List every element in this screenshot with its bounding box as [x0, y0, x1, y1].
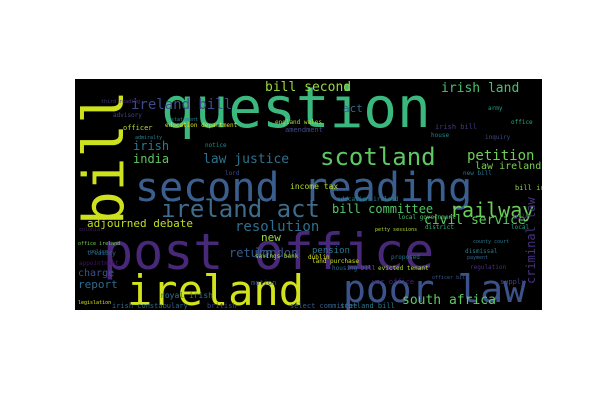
- word-ireland-act: ireland act: [161, 195, 320, 223]
- word-district: district: [425, 224, 454, 231]
- word-bill: bill: [75, 90, 137, 225]
- word-proposed: proposed: [391, 254, 420, 261]
- word-railway: railway: [450, 198, 534, 222]
- word-admiralty: admiralty: [135, 135, 162, 141]
- word-new-bill: new bill: [463, 170, 492, 177]
- word-bill-second: bill second: [265, 80, 351, 95]
- word-regulation: regulation: [470, 264, 507, 271]
- word-education-department: education department: [165, 122, 238, 129]
- word-housing-bill: housing bill: [332, 265, 376, 272]
- word-question: question: [161, 79, 431, 141]
- word-local-government: local government: [398, 214, 456, 221]
- word-pension: pension: [312, 246, 350, 256]
- word-british: british: [207, 302, 237, 310]
- word-royal-irish: royal irish: [160, 291, 213, 300]
- word-second-reading: second reading: [135, 165, 472, 211]
- word-scotland: scotland: [320, 143, 436, 171]
- word-new: new: [261, 231, 281, 244]
- word-amendment: amendment: [285, 126, 323, 134]
- word-income-tax: income tax: [290, 182, 338, 191]
- word-supply: supply: [500, 278, 525, 286]
- word-land-purchase: land purchase: [312, 258, 359, 265]
- word-irish-constabulary: irish constabulary: [112, 302, 188, 310]
- word-irish-land: irish land: [441, 81, 519, 96]
- word-scotland-bill: scotland bill: [340, 302, 395, 310]
- word-statement: statement: [171, 117, 198, 123]
- word-act: act: [343, 102, 363, 115]
- word-office: office: [511, 119, 533, 126]
- word-local: local: [511, 224, 529, 231]
- word-officer: officer: [123, 124, 153, 132]
- word-colonial: colonial: [79, 227, 103, 233]
- word-report: report: [78, 278, 118, 291]
- word-charge: charge: [78, 268, 114, 279]
- word-ireland-bill: ireland bill: [131, 97, 232, 113]
- word-india: india: [133, 152, 169, 166]
- word-bill: bill: [513, 213, 530, 221]
- word-irish-bill: irish bill: [435, 123, 477, 131]
- word-law-justice: law justice: [203, 152, 289, 167]
- word-return: return: [229, 246, 272, 260]
- word-criminal-law: criminal law: [524, 197, 538, 284]
- word-inquiry: inquiry: [485, 134, 511, 141]
- word-law-ireland: law ireland: [475, 161, 541, 172]
- word-advisory: advisory: [113, 112, 142, 119]
- word-treasury: treasury: [87, 250, 116, 257]
- word-appointment: appointment: [79, 260, 119, 267]
- word-legislation: legislation: [78, 300, 111, 306]
- word-savings-bank: savings bank: [255, 253, 299, 260]
- word-adjourned-debate: adjourned debate: [87, 217, 193, 230]
- word-third-reading: third reading: [101, 99, 140, 105]
- word-cloud-image: question post office second reading bill ire…: [75, 79, 542, 310]
- word-petition: petition: [467, 148, 534, 164]
- word-petty-sessions: petty sessions: [375, 227, 417, 233]
- word-education-ireland: education ireland: [337, 196, 399, 203]
- word-war-office: war office: [372, 278, 414, 286]
- word-resolution: resolution: [235, 219, 319, 235]
- word-county-court: county court: [473, 239, 509, 245]
- word-bill-committee: bill committee: [332, 202, 433, 216]
- word-post-office: post office: [103, 223, 434, 281]
- word-dublin: dublin: [308, 254, 330, 261]
- word-bill-ireland: bill ireland: [515, 184, 542, 192]
- word-evicted-tenant: evicted tenant: [378, 265, 429, 272]
- word-house: house: [431, 132, 449, 139]
- word-england-wales: england wales: [275, 119, 322, 126]
- word-dismissal: dismissal: [465, 248, 498, 255]
- word-irish: irish: [133, 139, 169, 153]
- word-civil-service: civil service: [424, 213, 526, 228]
- word-police: police: [90, 249, 108, 255]
- word-notice: notice: [205, 142, 227, 149]
- word-payment: payment: [467, 255, 488, 261]
- word-london: london: [255, 246, 298, 260]
- word-office-ireland: office ireland: [78, 241, 120, 247]
- word-motion: motion: [251, 279, 276, 287]
- word-south-africa: south africa: [402, 293, 496, 308]
- word-ireland: ireland: [127, 266, 304, 310]
- word-army: army: [488, 105, 503, 112]
- word-lord: lord: [225, 170, 240, 177]
- word-officer-bill: officer bill: [432, 275, 468, 281]
- word-select-committee: select committee: [290, 302, 357, 310]
- word-poor-law: poor law: [343, 267, 526, 310]
